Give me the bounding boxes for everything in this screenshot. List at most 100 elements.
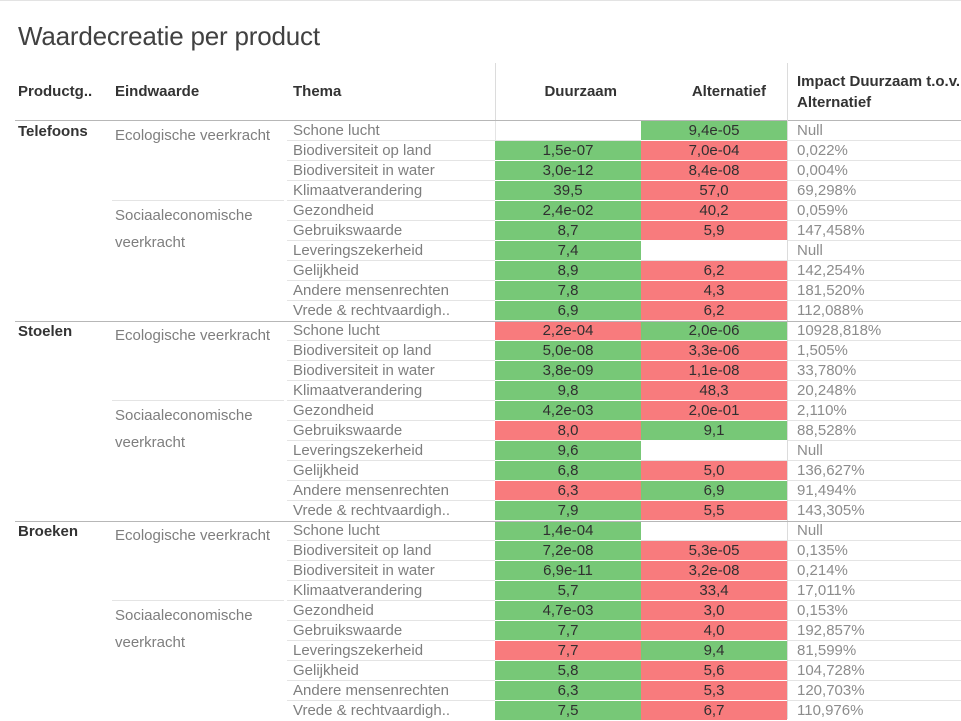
alternatief-cell[interactable]: 4,3 [641, 281, 787, 301]
alternatief-cell[interactable]: 6,9 [641, 481, 787, 501]
impact-value[interactable]: 91,494% [787, 481, 961, 501]
thema-label[interactable]: Biodiversiteit op land [287, 341, 495, 361]
impact-value[interactable]: 112,088% [797, 302, 864, 319]
alternatief-cell[interactable] [641, 241, 787, 261]
thema-label[interactable]: Biodiversiteit op land [287, 141, 495, 161]
alternatief-cell[interactable]: 5,5 [641, 501, 787, 521]
impact-value[interactable]: 33,780% [787, 361, 961, 381]
duurzaam-cell[interactable]: 7,4 [495, 241, 641, 261]
thema-label[interactable]: Gezondheid [287, 201, 495, 221]
duurzaam-cell[interactable]: 7,2e-08 [495, 541, 641, 561]
impact-value[interactable]: 20,248% [787, 381, 961, 401]
thema-label[interactable]: Leveringszekerheid [287, 641, 495, 661]
thema-label[interactable]: Klimaatverandering [287, 381, 495, 401]
eindwaarde-label[interactable]: Sociaaleconomische veerkracht [115, 607, 253, 651]
duurzaam-cell[interactable]: 6,3 [495, 681, 641, 701]
thema-label[interactable]: Gebruikswaarde [287, 221, 495, 241]
duurzaam-cell[interactable]: 7,7 [495, 641, 641, 661]
impact-value[interactable]: 2,110% [787, 401, 961, 421]
duurzaam-cell[interactable]: 5,0e-08 [495, 341, 641, 361]
duurzaam-cell[interactable]: 6,3 [495, 481, 641, 501]
alternatief-cell[interactable]: 6,7 [641, 701, 787, 721]
col-header-thema[interactable]: Thema [293, 83, 342, 100]
impact-value[interactable]: 0,153% [787, 601, 961, 621]
duurzaam-cell[interactable]: 6,8 [495, 461, 641, 481]
duurzaam-cell[interactable]: 4,2e-03 [495, 401, 641, 421]
thema-label[interactable]: Klimaatverandering [287, 181, 495, 201]
duurzaam-cell[interactable]: 1,5e-07 [495, 141, 641, 161]
thema-label[interactable]: Andere mensenrechten [287, 281, 495, 301]
impact-value[interactable]: 104,728% [787, 661, 961, 681]
impact-value[interactable]: 181,520% [787, 281, 961, 301]
alternatief-cell[interactable] [641, 441, 787, 461]
thema-label[interactable]: Vrede & rechtvaardigh.. [293, 302, 451, 319]
impact-value[interactable]: 192,857% [787, 621, 961, 641]
thema-label[interactable]: Schone lucht [287, 121, 495, 141]
duurzaam-cell[interactable]: 1,4e-04 [495, 521, 641, 541]
alternatief-cell[interactable]: 33,4 [641, 581, 787, 601]
impact-value[interactable]: 143,305% [797, 502, 865, 519]
alternatief-cell[interactable]: 5,0 [641, 461, 787, 481]
duurzaam-cell[interactable]: 6,9e-11 [495, 561, 641, 581]
duurzaam-cell[interactable]: 3,0e-12 [495, 161, 641, 181]
eindwaarde-label[interactable]: Sociaaleconomische veerkracht [115, 207, 253, 251]
eindwaarde-label[interactable]: Sociaaleconomische veerkracht [115, 407, 253, 451]
thema-label[interactable]: Gelijkheid [287, 261, 495, 281]
duurzaam-cell[interactable]: 5,8 [495, 661, 641, 681]
duurzaam-cell[interactable]: 9,6 [495, 441, 641, 461]
thema-label[interactable]: Vrede & rechtvaardigh.. [293, 502, 451, 519]
duurzaam-cell[interactable]: 7,8 [495, 281, 641, 301]
alternatief-cell[interactable]: 5,6 [641, 661, 787, 681]
duurzaam-cell[interactable]: 2,4e-02 [495, 201, 641, 221]
thema-label[interactable]: Gelijkheid [287, 661, 495, 681]
thema-label[interactable]: Gelijkheid [287, 461, 495, 481]
col-header-impact[interactable]: Impact Duurzaam t.o.v. Alternatief [797, 72, 961, 111]
impact-value[interactable]: 17,011% [787, 581, 961, 601]
thema-label[interactable]: Gebruikswaarde [287, 621, 495, 641]
col-header-alternatief[interactable]: Alternatief [691, 83, 766, 100]
alternatief-cell[interactable]: 3,2e-08 [641, 561, 787, 581]
impact-value[interactable]: 136,627% [787, 461, 961, 481]
alternatief-cell[interactable]: 3,0 [641, 601, 787, 621]
alternatief-cell[interactable]: 7,0e-04 [641, 141, 787, 161]
alternatief-cell[interactable]: 2,0e-06 [641, 321, 787, 341]
impact-value[interactable]: Null [787, 441, 961, 461]
thema-label[interactable]: Leveringszekerheid [287, 441, 495, 461]
duurzaam-cell[interactable]: 39,5 [495, 181, 641, 201]
thema-label[interactable]: Schone lucht [287, 521, 495, 541]
impact-value[interactable]: 147,458% [787, 221, 961, 241]
thema-label[interactable]: Schone lucht [287, 321, 495, 341]
impact-value[interactable]: 120,703% [787, 681, 961, 701]
duurzaam-cell[interactable]: 2,2e-04 [495, 321, 641, 341]
thema-label[interactable]: Andere mensenrechten [287, 681, 495, 701]
duurzaam-cell[interactable]: 5,7 [495, 581, 641, 601]
alternatief-cell[interactable]: 9,4 [641, 641, 787, 661]
thema-label[interactable]: Gebruikswaarde [287, 421, 495, 441]
duurzaam-cell[interactable] [495, 121, 641, 141]
alternatief-cell[interactable]: 57,0 [641, 181, 787, 201]
impact-value[interactable]: 88,528% [787, 421, 961, 441]
col-header-productgroep[interactable]: Productg.. [18, 83, 93, 100]
thema-label[interactable]: Biodiversiteit in water [287, 561, 495, 581]
col-header-duurzaam[interactable]: Duurzaam [544, 83, 617, 100]
alternatief-cell[interactable] [641, 521, 787, 541]
thema-label[interactable]: Leveringszekerheid [287, 241, 495, 261]
duurzaam-cell[interactable]: 7,5 [495, 701, 641, 721]
impact-value[interactable]: 0,059% [787, 201, 961, 221]
eindwaarde-label[interactable]: Ecologische veerkracht [112, 321, 284, 401]
impact-value[interactable]: 0,135% [787, 541, 961, 561]
impact-value[interactable]: 0,022% [787, 141, 961, 161]
product-label[interactable]: Telefoons [18, 123, 88, 140]
duurzaam-cell[interactable]: 7,7 [495, 621, 641, 641]
impact-value[interactable]: 69,298% [787, 181, 961, 201]
alternatief-cell[interactable]: 8,4e-08 [641, 161, 787, 181]
duurzaam-cell[interactable]: 3,8e-09 [495, 361, 641, 381]
alternatief-cell[interactable]: 2,0e-01 [641, 401, 787, 421]
thema-label[interactable]: Gezondheid [287, 401, 495, 421]
alternatief-cell[interactable]: 9,1 [641, 421, 787, 441]
duurzaam-cell[interactable]: 8,0 [495, 421, 641, 441]
thema-label[interactable]: Biodiversiteit in water [287, 361, 495, 381]
alternatief-cell[interactable]: 3,3e-06 [641, 341, 787, 361]
impact-value[interactable]: 1,505% [787, 341, 961, 361]
duurzaam-cell[interactable]: 4,7e-03 [495, 601, 641, 621]
